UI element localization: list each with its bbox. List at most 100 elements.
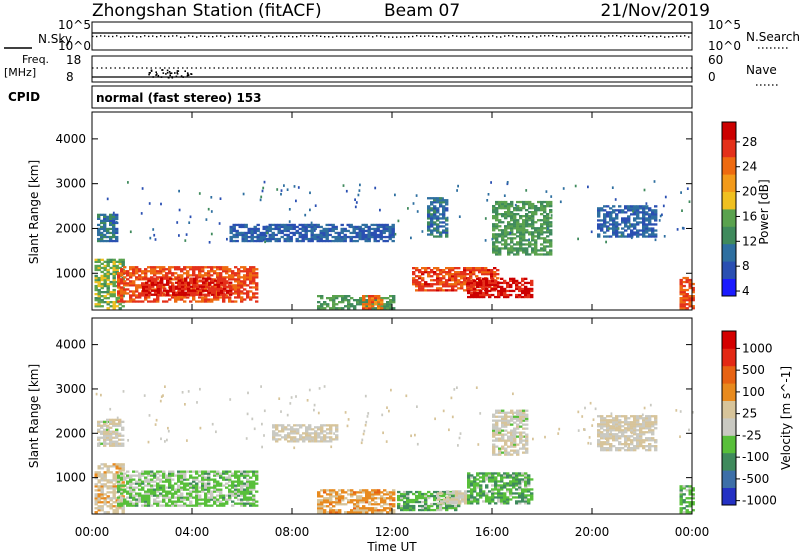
heatmap-cell: [112, 278, 116, 282]
heatmap-cell: [600, 421, 604, 424]
heatmap-cell: [246, 498, 250, 501]
nsearch-point: [172, 35, 174, 37]
heatmap-cell: [495, 241, 499, 244]
heatmap-cell: [445, 285, 449, 288]
heatmap-cell: [654, 233, 658, 236]
heatmap-cell: [112, 262, 116, 265]
heatmap-cell: [494, 480, 498, 483]
heatmap-cell: [335, 307, 339, 310]
heatmap-cell: [177, 470, 181, 473]
heatmap-cell: [253, 225, 257, 229]
heatmap-cell: [439, 197, 443, 200]
heatmap-cell: [123, 490, 127, 493]
heatmap-cell: [368, 295, 372, 298]
heatmap-cell: [510, 449, 514, 452]
heatmap-cell: [103, 493, 107, 496]
heatmap-cell: [365, 305, 369, 308]
heatmap-cell: [320, 307, 324, 310]
heatmap-cell: [106, 229, 110, 233]
heatmap-cell: [275, 434, 279, 437]
heatmap-cell: [469, 267, 473, 270]
heatmap-cell: [597, 213, 601, 216]
heatmap-cell: [284, 428, 288, 431]
heatmap-cell: [457, 271, 461, 274]
nsearch-point: [108, 35, 110, 38]
heatmap-cell: [389, 499, 393, 502]
heatmap-cell: [163, 293, 167, 296]
heatmap-cell: [615, 439, 619, 442]
heatmap-cell: [109, 282, 113, 286]
heatmap-cell: [510, 411, 514, 414]
heatmap-cell: [177, 268, 181, 271]
heatmap-cell: [204, 492, 208, 495]
heatmap-cell: [427, 215, 431, 218]
heatmap-cell: [391, 231, 395, 235]
heatmap-cell: [171, 296, 175, 299]
heatmap-cell: [406, 496, 410, 500]
heatmap-cell: [454, 277, 458, 280]
heatmap-cell: [211, 293, 215, 296]
heatmap-cell: [510, 229, 514, 232]
heatmap-cell: [177, 296, 181, 299]
heatmap-cell: [527, 484, 531, 487]
heatmap-cell: [353, 507, 357, 510]
heatmap-cell: [445, 199, 449, 202]
heatmap-cell: [645, 219, 649, 222]
heatmap-cell: [213, 486, 217, 489]
heatmap-cell: [213, 296, 217, 299]
heatmap-cell: [597, 425, 601, 428]
heatmap-cell: [183, 484, 187, 487]
heatmap-cell: [507, 411, 511, 414]
heatmap-cell: [433, 211, 437, 214]
heatmap-cell: [615, 227, 619, 230]
heatmap-cell: [293, 428, 297, 431]
heatmap-cell: [501, 435, 505, 438]
heatmap-cell: [609, 217, 613, 220]
heatmap-cell: [389, 301, 393, 304]
heatmap-cell: [112, 233, 116, 237]
heatmap-cell: [193, 289, 197, 292]
heatmap-cell: [210, 300, 214, 303]
freq-point: [148, 73, 150, 76]
freq-point: [150, 70, 153, 72]
heatmap-cell: [144, 494, 148, 497]
nsearch-point: [344, 35, 346, 38]
heatmap-cell: [171, 488, 175, 491]
heatmap-cell: [521, 472, 525, 475]
heatmap-cell: [379, 233, 383, 237]
heatmap-cell: [448, 504, 452, 508]
heatmap-cell: [688, 280, 692, 284]
heatmap-cell: [237, 292, 241, 295]
heatmap-cell: [171, 494, 175, 497]
heatmap-cell: [445, 508, 449, 512]
heatmap-cell: [205, 279, 209, 282]
heatmap-cell: [94, 493, 98, 496]
heatmap-cell: [406, 498, 410, 502]
heatmap-cell: [418, 289, 422, 292]
heatmap-cell: [150, 266, 154, 269]
heatmap-cell: [335, 297, 339, 300]
heatmap-cell: [379, 223, 383, 227]
heatmap-cell: [317, 493, 321, 496]
heatmap-cell: [183, 478, 187, 481]
heatmap-cell: [152, 228, 155, 231]
freq-point: [161, 69, 164, 71]
heatmap-cell: [216, 296, 220, 299]
heatmap-cell: [159, 500, 163, 503]
heatmap-cell: [430, 217, 434, 220]
heatmap-cell: [100, 509, 104, 512]
heatmap-cell: [540, 253, 544, 256]
heatmap-cell: [424, 498, 428, 502]
nsearch-point: [400, 36, 402, 38]
heatmap-cell: [246, 276, 250, 279]
heatmap-cell: [118, 424, 122, 427]
heatmap-cell: [268, 227, 272, 231]
heatmap-cell: [115, 471, 119, 474]
heatmap-cell: [507, 227, 511, 230]
heatmap-cell: [485, 498, 489, 501]
heatmap-cell: [237, 290, 241, 293]
heatmap-cell: [543, 241, 547, 244]
heatmap-cell: [216, 298, 220, 301]
heatmap-cell: [313, 229, 316, 232]
heatmap-cell: [109, 485, 113, 488]
